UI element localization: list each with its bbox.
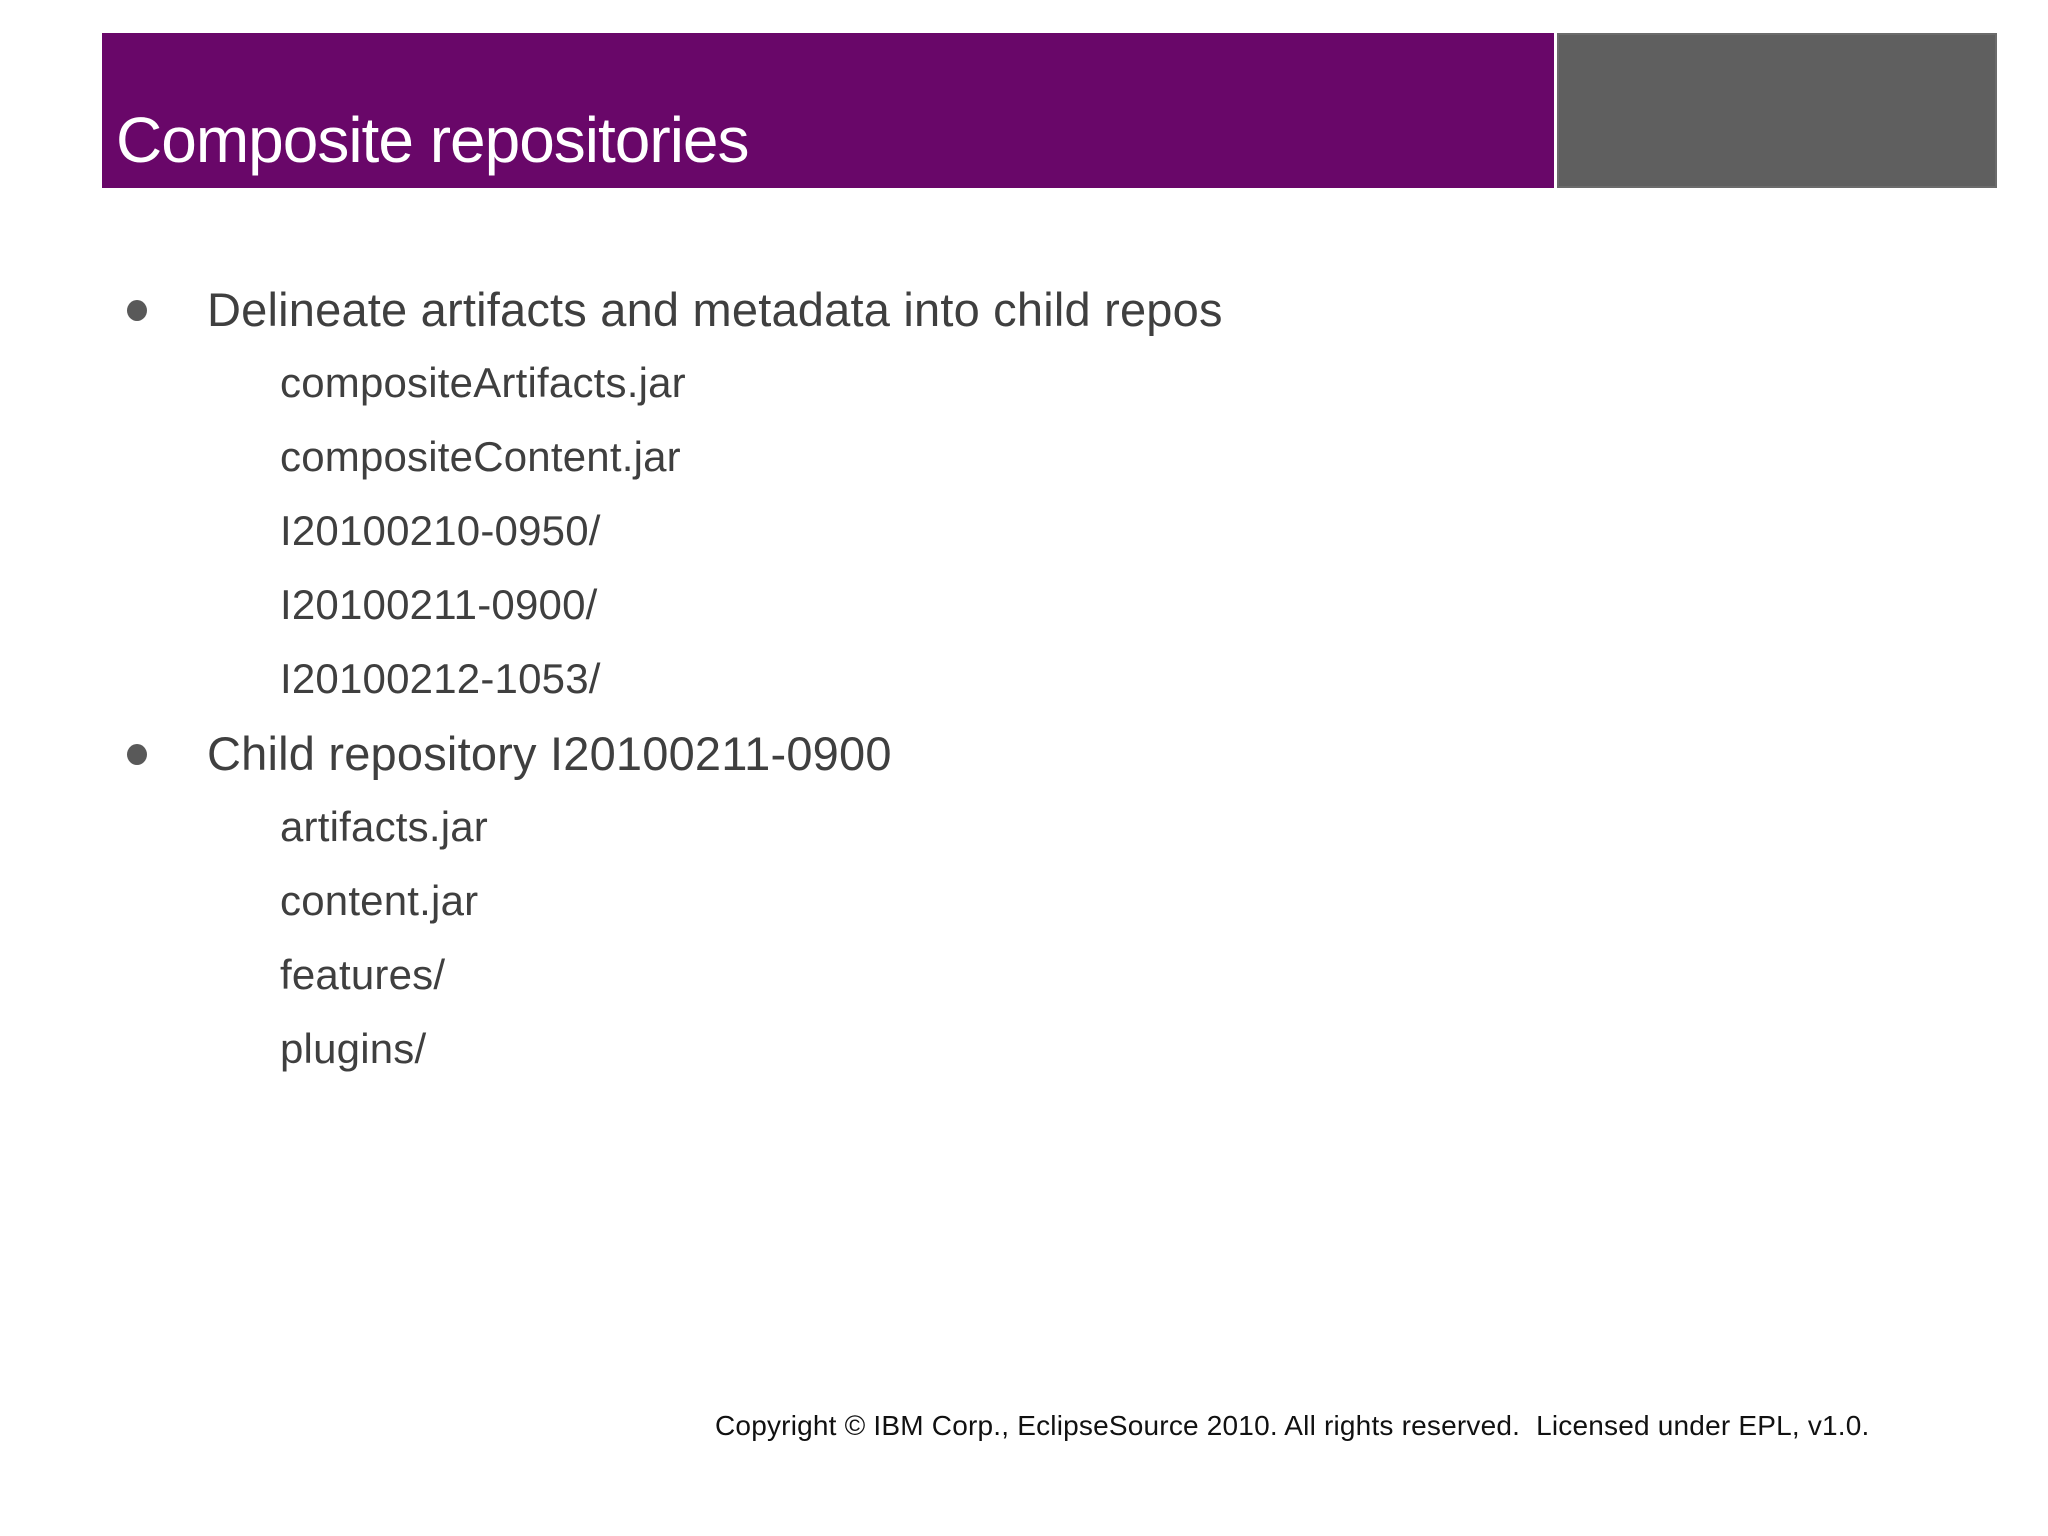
list-item: I20100212-1053/: [280, 655, 601, 702]
list-item: content.jar: [280, 877, 479, 924]
bullet-1-sublist: compositeArtifacts.jar compositeContent.…: [127, 346, 1927, 716]
bullet-2-sublist: artifacts.jar content.jar features/ plug…: [127, 790, 1927, 1086]
bullet-item-2: Child repository I20100211-0900: [127, 716, 1927, 790]
decorative-gray-box: [1557, 33, 1997, 188]
list-item: plugins/: [280, 1025, 427, 1072]
bullet-item-1: Delineate artifacts and metadata into ch…: [127, 272, 1927, 346]
bullet-icon: [127, 743, 147, 765]
list-item: features/: [280, 951, 446, 998]
list-item: compositeArtifacts.jar: [280, 359, 686, 406]
bullet-item-2-label: Child repository I20100211-0900: [207, 726, 892, 780]
bullet-icon: [127, 299, 147, 321]
title-bar: Composite repositories: [102, 33, 1554, 188]
list-item: compositeContent.jar: [280, 433, 681, 480]
list-item: artifacts.jar: [280, 803, 488, 850]
list-item: I20100211-0900/: [280, 581, 598, 628]
slide-body: Delineate artifacts and metadata into ch…: [127, 272, 1927, 1086]
slide-title: Composite repositories: [116, 103, 749, 176]
bullet-item-1-label: Delineate artifacts and metadata into ch…: [207, 282, 1223, 336]
copyright-footer: Copyright © IBM Corp., EclipseSource 201…: [715, 1410, 1870, 1441]
list-item: I20100210-0950/: [280, 507, 601, 554]
